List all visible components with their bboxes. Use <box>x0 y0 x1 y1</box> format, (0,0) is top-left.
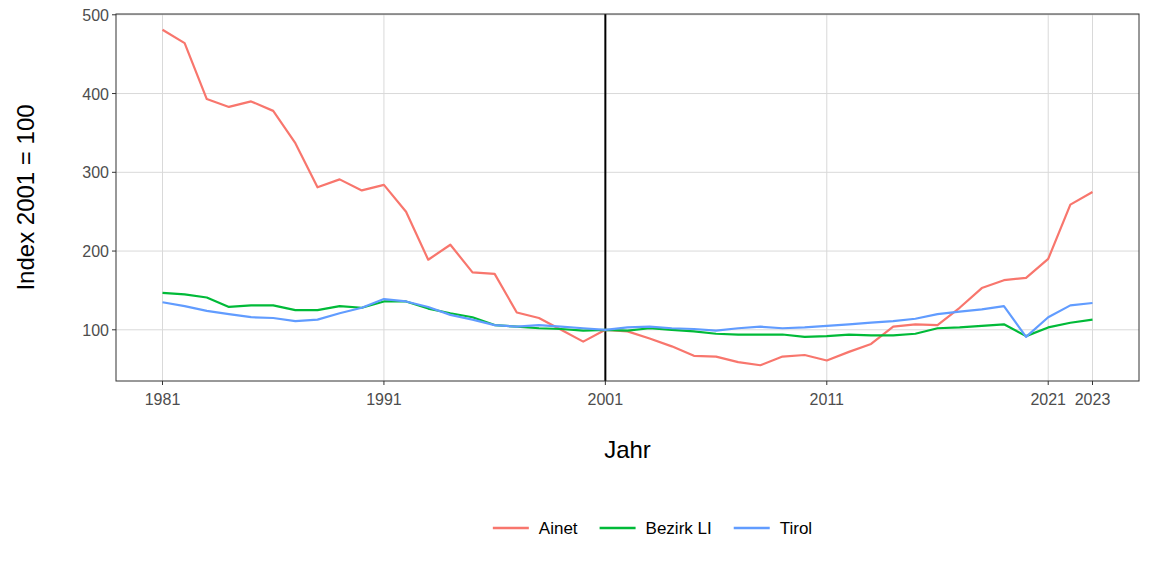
x-grid <box>1092 14 1093 381</box>
x-tick-label: 2021 <box>1030 391 1066 408</box>
y-tick <box>112 329 116 330</box>
y-tick-label: 100 <box>82 322 109 339</box>
legend-label: Tirol <box>780 519 812 538</box>
legend-key <box>734 527 770 530</box>
legend-label: Bezirk LI <box>646 519 712 538</box>
background <box>0 0 1152 576</box>
y-axis-title: Index 2001 = 100 <box>12 104 39 290</box>
series-line <box>163 299 1093 337</box>
y-tick-label: 400 <box>82 86 109 103</box>
legend-key <box>493 527 529 530</box>
legend: Ainet Bezirk LI Tirol <box>493 519 812 538</box>
lines <box>163 14 1093 381</box>
x-grid <box>383 14 384 381</box>
x-tick <box>605 381 606 385</box>
y-tick <box>112 172 116 173</box>
y-tick-label: 200 <box>82 243 109 260</box>
y-tick-label: 300 <box>82 164 109 181</box>
x-tick-label: 2011 <box>810 391 845 408</box>
series-line <box>163 30 1093 366</box>
y-grid <box>116 93 1139 94</box>
x-tick <box>826 381 827 385</box>
series-line <box>163 293 1093 337</box>
legend-key <box>600 527 636 530</box>
x-grid <box>1048 14 1049 381</box>
x-tick-label: 2023 <box>1075 391 1111 408</box>
x-tick <box>383 381 384 385</box>
x-tick-label: 1981 <box>145 391 181 408</box>
reference-line <box>604 14 606 381</box>
x-axis-title: Jahr <box>604 436 651 463</box>
y-tick <box>112 14 116 15</box>
legend-label: Ainet <box>539 519 578 538</box>
y-grid <box>116 172 1139 173</box>
y-tick <box>112 93 116 94</box>
chart: 100 200 300 400 500 1981 1991 2001 2011 2021 2023 J… <box>0 0 1152 576</box>
x-tick-label: 1991 <box>366 391 402 408</box>
plot-frame <box>116 14 1139 381</box>
x-tick <box>162 381 163 385</box>
y-grid <box>116 251 1139 252</box>
x-grid <box>162 14 163 381</box>
y-tick <box>112 251 116 252</box>
y-tick-label: 500 <box>82 7 109 24</box>
x-tick-label: 2001 <box>588 391 624 408</box>
x-grid <box>605 14 606 381</box>
x-tick <box>1092 381 1093 385</box>
x-tick <box>1048 381 1049 385</box>
